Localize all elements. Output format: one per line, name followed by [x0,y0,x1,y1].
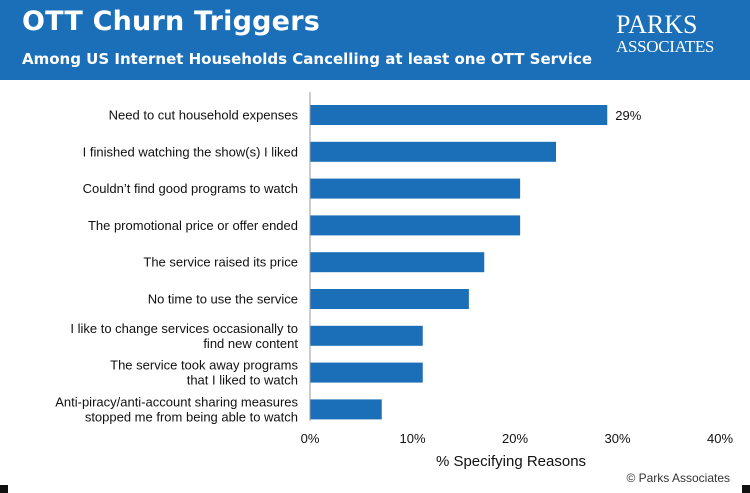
category-label: I like to change services occasionally t… [70,321,298,351]
logo-word-parks: PARKS [616,10,698,39]
category-label: No time to use the service [148,292,298,307]
category-label: Couldn’t find good programs to watch [83,181,298,196]
x-tick-label: 30% [604,431,630,446]
header-banner: OTT Churn Triggers Among US Internet Hou… [0,0,750,80]
logo-word-associates: ASSOCIATES [616,37,715,56]
category-label: The service took away programs that I lik… [110,358,298,388]
bar-chart: Need to cut household expenses I finished… [55,92,734,470]
bar [310,215,521,236]
data-label: 29% [615,108,641,123]
x-tick-label: 40% [707,431,733,446]
bar [310,252,485,273]
x-axis-label: % Specifying Reasons [436,453,586,470]
data-labels-group: 29% [615,108,641,123]
x-tick-label: 10% [399,431,425,446]
x-ticks-group: 0% 10% 20% 30% 40% [301,431,734,446]
parks-associates-logo: PARKS ASSOCIATES [616,10,728,56]
category-label: Anti-piracy/anti-account sharing measure… [55,394,298,424]
category-labels-group: Need to cut household expenses I finished… [55,108,298,425]
corner-mark-bottom-right [742,485,750,493]
bar [310,325,423,346]
category-label: Need to cut household expenses [109,108,299,123]
corner-mark-bottom-left [0,485,8,493]
x-tick-label: 20% [502,431,528,446]
bar [310,105,608,125]
x-tick-label: 0% [301,431,320,446]
bar [310,141,556,162]
category-label: The promotional price or offer ended [88,218,298,233]
bar [310,289,469,309]
copyright-credit: © Parks Associates [626,471,730,485]
bar [310,399,382,420]
chart-title: OTT Churn Triggers [22,6,320,37]
category-label: I finished watching the show(s) I liked [83,144,298,159]
chart-subtitle: Among US Internet Households Cancelling … [22,50,593,68]
category-label: The service raised its price [143,255,298,270]
bars-group [310,105,608,420]
bar [310,178,521,199]
bar [310,362,423,383]
